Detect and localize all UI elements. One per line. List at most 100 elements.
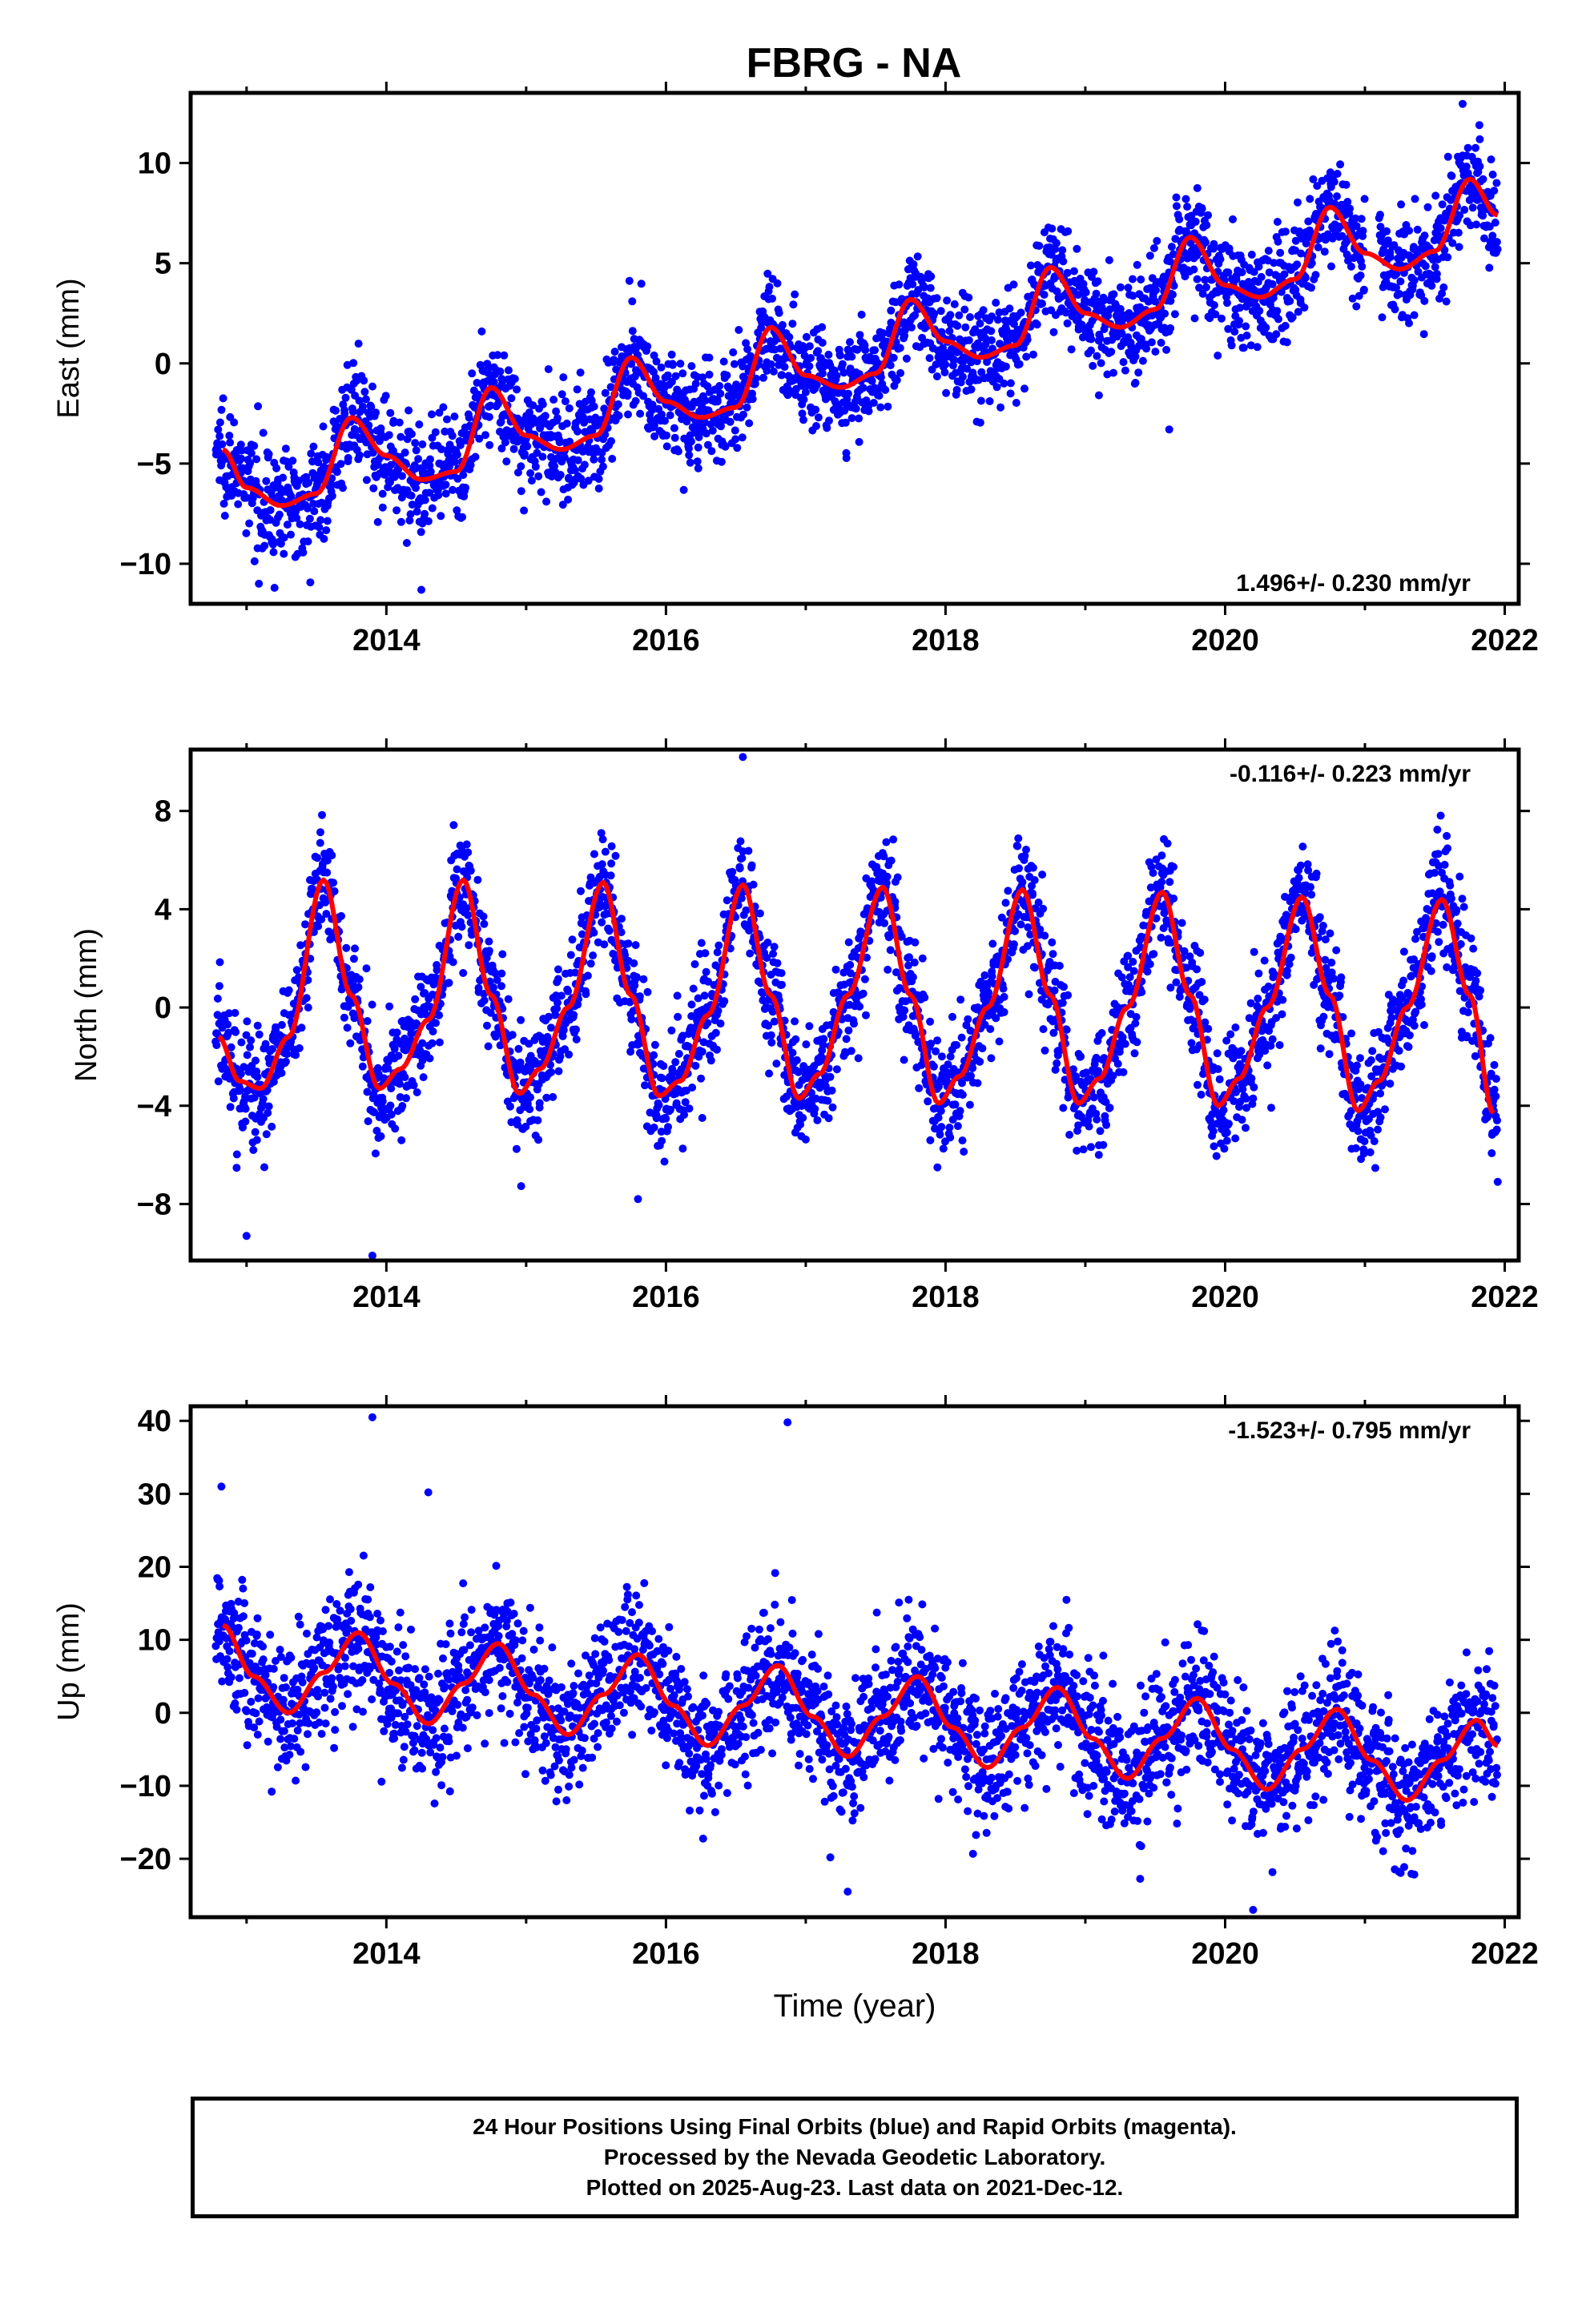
- data-point: [1065, 1131, 1074, 1139]
- data-point: [819, 1035, 828, 1043]
- data-point: [657, 363, 666, 372]
- data-point: [497, 982, 505, 991]
- data-point: [739, 410, 747, 419]
- data-point: [480, 996, 489, 1005]
- data-point: [1121, 366, 1129, 375]
- data-point: [559, 373, 568, 382]
- data-point: [705, 353, 714, 362]
- data-point: [1423, 203, 1432, 211]
- data-point: [414, 455, 423, 464]
- data-point: [639, 392, 648, 400]
- data-point: [715, 941, 723, 950]
- data-point: [1236, 304, 1244, 312]
- data-point: [1479, 211, 1487, 220]
- data-point: [802, 332, 811, 341]
- data-point: [1288, 313, 1297, 322]
- data-point: [386, 408, 395, 417]
- data-point: [831, 965, 840, 974]
- data-point: [250, 441, 259, 450]
- data-point: [1479, 175, 1487, 183]
- data-point: [295, 1043, 304, 1052]
- data-point: [687, 1011, 696, 1020]
- data-point: [304, 478, 312, 487]
- data-point: [254, 402, 263, 411]
- data-point: [1454, 228, 1463, 237]
- data-point: [554, 1067, 563, 1076]
- data-point: [557, 991, 566, 1000]
- data-point: [498, 950, 507, 959]
- data-point: [814, 413, 823, 422]
- data-point: [1119, 1068, 1128, 1076]
- data-point: [670, 433, 679, 442]
- data-point: [417, 585, 425, 594]
- data-point: [224, 1009, 233, 1018]
- data-point: [354, 340, 363, 348]
- data-point: [663, 371, 672, 380]
- data-point: [681, 1098, 690, 1107]
- data-point: [448, 432, 457, 440]
- data-point: [376, 424, 385, 432]
- data-point: [1020, 384, 1028, 393]
- data-point: [1079, 1145, 1088, 1154]
- data-point: [1142, 344, 1151, 353]
- data-point: [941, 360, 950, 369]
- data-point: [943, 296, 952, 305]
- data-point: [385, 1002, 394, 1011]
- data-point: [346, 1039, 355, 1047]
- data-point: [572, 1025, 580, 1034]
- data-point: [920, 993, 929, 1002]
- data-point: [627, 1015, 636, 1023]
- data-point: [574, 456, 582, 464]
- data-point: [304, 537, 312, 546]
- data-point: [1109, 368, 1117, 377]
- data-point: [765, 283, 774, 292]
- data-point: [513, 468, 522, 476]
- data-point: [1103, 370, 1112, 379]
- data-point: [968, 1063, 977, 1072]
- data-point: [1055, 962, 1064, 970]
- data-point: [627, 360, 636, 368]
- data-point: [268, 1045, 276, 1053]
- data-point: [429, 1027, 437, 1035]
- data-point: [838, 360, 847, 368]
- data-point: [908, 973, 917, 982]
- data-point: [246, 459, 255, 468]
- data-point: [933, 1036, 942, 1045]
- data-point: [577, 474, 586, 483]
- data-point: [935, 1082, 943, 1091]
- data-point: [517, 462, 525, 471]
- data-point: [565, 404, 574, 412]
- data-point: [763, 367, 771, 375]
- data-point: [811, 1104, 819, 1113]
- data-point: [384, 431, 393, 440]
- data-point: [855, 414, 863, 423]
- data-point: [1472, 220, 1481, 229]
- data-point: [1134, 368, 1143, 377]
- data-point: [648, 400, 657, 409]
- data-point: [1383, 236, 1392, 245]
- data-point: [735, 864, 744, 873]
- data-point: [514, 1044, 523, 1053]
- data-point: [1198, 289, 1207, 298]
- data-point: [1250, 267, 1258, 276]
- data-point: [367, 403, 376, 411]
- data-point: [358, 402, 367, 411]
- data-point: [525, 1039, 533, 1048]
- data-point: [785, 332, 794, 341]
- data-point: [915, 1084, 924, 1092]
- data-point: [1085, 1122, 1093, 1131]
- data-point: [576, 368, 585, 377]
- data-point: [565, 1050, 574, 1059]
- data-point: [1274, 237, 1282, 246]
- data-point: [483, 1021, 491, 1030]
- data-point: [1081, 288, 1090, 297]
- data-point: [229, 1094, 238, 1103]
- data-point: [614, 412, 623, 420]
- data-point: [1198, 204, 1206, 213]
- data-point: [960, 305, 969, 314]
- data-point: [547, 1068, 556, 1076]
- data-point: [262, 1130, 271, 1139]
- data-point: [431, 428, 440, 436]
- data-point: [480, 919, 489, 928]
